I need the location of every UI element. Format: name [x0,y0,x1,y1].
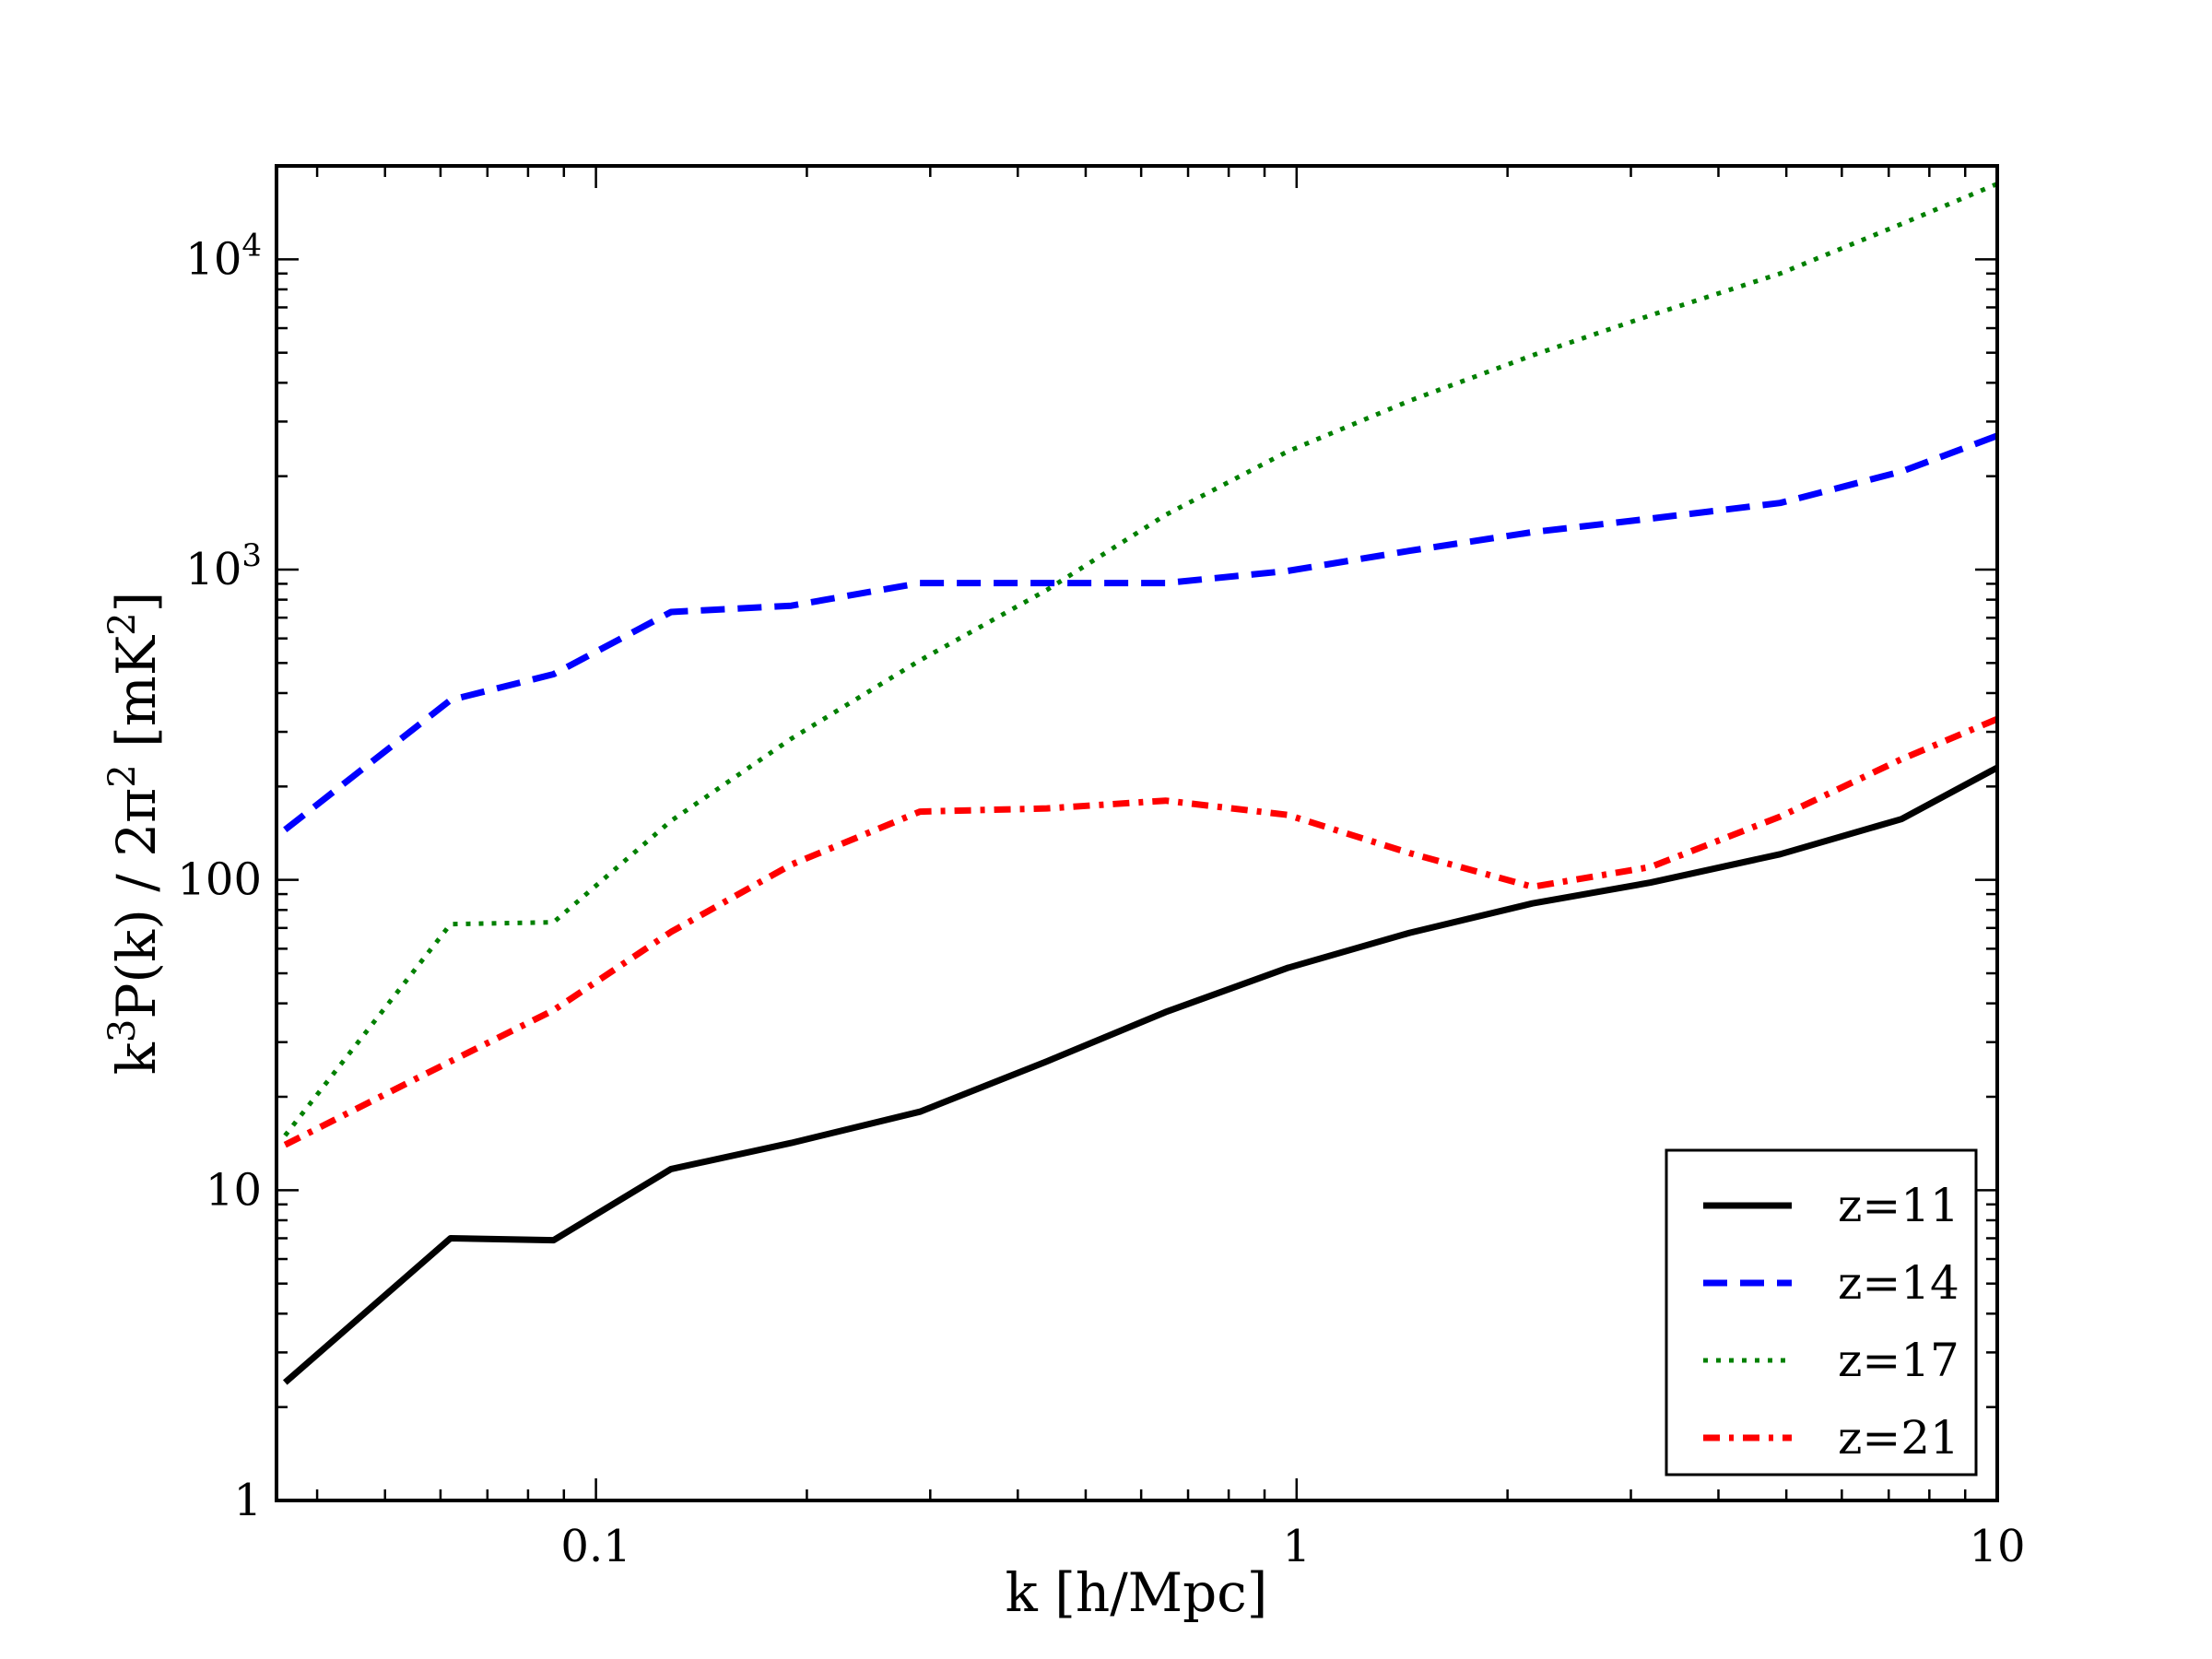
y-tick-label: 10 [206,1164,262,1216]
series-line-z-21 [283,715,1999,1148]
legend: z=11 z=14 z=17 z=21 [1665,1148,1978,1477]
legend-label: z=17 [1838,1334,1959,1387]
y-tick-label: 103 [185,537,262,595]
y-tick-base: 10 [185,544,241,595]
legend-label: z=14 [1838,1256,1959,1310]
y-tick-base: 10 [185,233,241,285]
y-label-exp2: 2 [101,764,144,787]
data-series [282,182,1999,1385]
plot-frame [275,164,1999,1502]
series-line-z-14 [283,432,1999,833]
y-tick-exponent: 3 [241,537,262,574]
y-tick-label: 100 [177,854,262,906]
x-tick-label: 1 [1283,1521,1312,1572]
y-label-unit-open: [mK [105,634,168,764]
legend-label: z=11 [1838,1179,1959,1232]
y-label-unit-close: ] [105,592,168,613]
x-axis-label: k [h/Mpc] [1006,1561,1268,1624]
y-tick-exponent: 4 [241,227,262,264]
y-label-pk: P(k) / 2π [105,788,168,1019]
x-tick-label: 10 [1969,1521,2025,1572]
series-line-z-11 [282,764,1999,1385]
y-label-exp3: 3 [101,1019,144,1042]
legend-label: z=21 [1838,1411,1959,1465]
x-tick-label: 0.1 [560,1521,630,1572]
y-label-k: k [105,1041,168,1075]
y-axis-label: k3P(k) / 2π2 [mK2] [101,592,168,1075]
y-tick-label: 104 [185,227,262,285]
y-label-unit-exp: 2 [101,612,144,635]
y-tick-label: 1 [233,1475,262,1526]
